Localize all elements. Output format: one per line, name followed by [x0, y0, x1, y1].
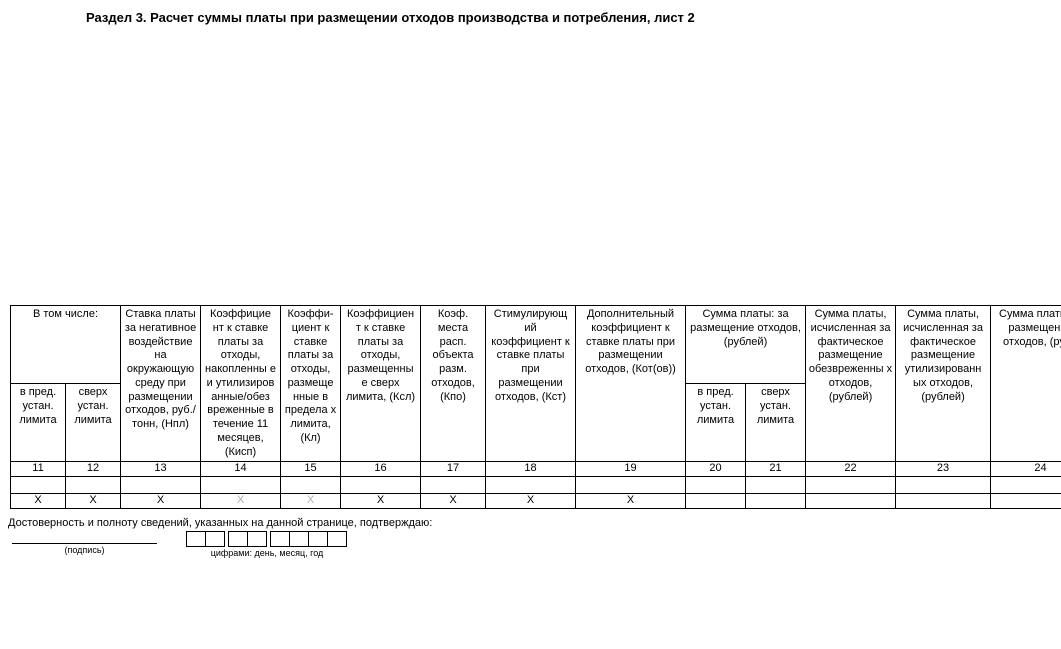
hdr-15: Коэффи- циент к ставке платы за отходы, …: [281, 306, 341, 462]
date-boxes: цифрами: день, месяц, год: [187, 531, 347, 558]
x-cell: [896, 494, 991, 509]
hdr-14: Коэффицие нт к ставке платы за отходы, н…: [201, 306, 281, 462]
empty-cell: [486, 477, 576, 494]
empty-cell: [576, 477, 686, 494]
x-cell: X: [11, 494, 66, 509]
blank-space: [8, 25, 1053, 305]
col-number-cell: 16: [341, 462, 421, 477]
x-cell: X: [486, 494, 576, 509]
empty-cell: [11, 477, 66, 494]
empty-cell: [806, 477, 896, 494]
hdr-11: в пред. устан. лимита: [11, 384, 66, 462]
date-label: цифрами: день, месяц, год: [211, 548, 324, 558]
col-number-cell: 20: [686, 462, 746, 477]
page-title: Раздел 3. Расчет суммы платы при размеще…: [86, 10, 1053, 25]
empty-cell: [281, 477, 341, 494]
col-number-cell: 22: [806, 462, 896, 477]
x-cell: X: [121, 494, 201, 509]
hdr-19: Дополнительный коэффициент к ставке плат…: [576, 306, 686, 462]
signature-row: (подпись) цифрами: день, месяц, год: [8, 543, 1053, 558]
col-number-cell: 23: [896, 462, 991, 477]
signature-line: (подпись): [12, 543, 157, 555]
empty-data-row: [11, 477, 1061, 494]
x-cell: X: [281, 494, 341, 509]
hdr-24: Сумма платы за размещение отходов, (руб.…: [991, 306, 1061, 462]
date-cell: [289, 531, 309, 547]
x-cell: [806, 494, 896, 509]
x-cell: [746, 494, 806, 509]
empty-cell: [421, 477, 486, 494]
hdr-13: Ставка платы за негативное воздействие н…: [121, 306, 201, 462]
date-cell: [186, 531, 206, 547]
col-number-cell: 15: [281, 462, 341, 477]
empty-cell: [991, 477, 1061, 494]
col-number-cell: 12: [66, 462, 121, 477]
column-number-row: 1112131415161718192021222324: [11, 462, 1061, 477]
col-number-cell: 14: [201, 462, 281, 477]
hdr-group-2021: Сумма платы: за размещение отходов, (руб…: [686, 306, 806, 384]
date-cells: [187, 531, 347, 547]
empty-cell: [66, 477, 121, 494]
x-cell: X: [201, 494, 281, 509]
empty-cell: [201, 477, 281, 494]
date-cell: [228, 531, 248, 547]
col-number-cell: 19: [576, 462, 686, 477]
hdr-17: Коэф. места расп. объекта разм. отходов,…: [421, 306, 486, 462]
hdr-16: Коэффициен т к ставке платы за отходы, р…: [341, 306, 421, 462]
hdr-22: Сумма платы, исчисленная за фактическое …: [806, 306, 896, 462]
hdr-21: сверх устан. лимита: [746, 384, 806, 462]
empty-cell: [746, 477, 806, 494]
hdr-12: сверх устан. лимита: [66, 384, 121, 462]
x-cell: [686, 494, 746, 509]
x-cell: X: [66, 494, 121, 509]
hdr-18: Стимулирующ ий коэффициент к ставке плат…: [486, 306, 576, 462]
col-number-cell: 24: [991, 462, 1061, 477]
col-number-cell: 17: [421, 462, 486, 477]
date-cell: [327, 531, 347, 547]
date-cell: [270, 531, 290, 547]
empty-cell: [896, 477, 991, 494]
x-cell: X: [421, 494, 486, 509]
empty-cell: [341, 477, 421, 494]
col-number-cell: 21: [746, 462, 806, 477]
col-number-cell: 13: [121, 462, 201, 477]
x-cell: [991, 494, 1061, 509]
date-cell: [308, 531, 328, 547]
hdr-23: Сумма платы, исчисленная за фактическое …: [896, 306, 991, 462]
x-row: XXXXXXXXX: [11, 494, 1061, 509]
calc-table: В том числе: Ставка платы за негативное …: [10, 305, 1061, 509]
hdr-group-1112: В том числе:: [11, 306, 121, 384]
date-cell: [247, 531, 267, 547]
empty-cell: [686, 477, 746, 494]
footer-confirm-text: Достоверность и полноту сведений, указан…: [8, 517, 1053, 529]
x-cell: X: [341, 494, 421, 509]
hdr-20: в пред. устан. лимита: [686, 384, 746, 462]
empty-cell: [121, 477, 201, 494]
date-cell: [205, 531, 225, 547]
col-number-cell: 18: [486, 462, 576, 477]
x-cell: X: [576, 494, 686, 509]
header-row-1: В том числе: Ставка платы за негативное …: [11, 306, 1061, 384]
col-number-cell: 11: [11, 462, 66, 477]
